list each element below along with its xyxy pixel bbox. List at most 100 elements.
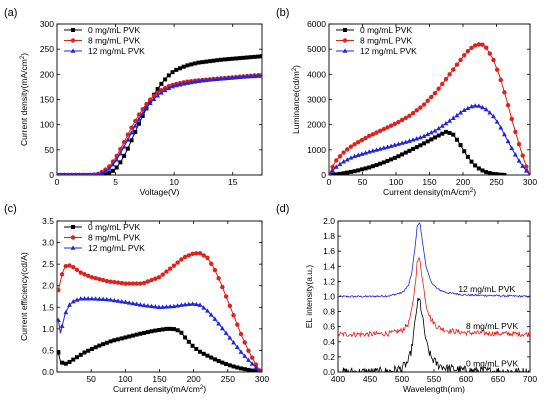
data-point bbox=[196, 78, 202, 84]
data-point bbox=[447, 130, 452, 135]
data-point bbox=[334, 158, 339, 163]
data-point bbox=[385, 125, 390, 130]
data-point bbox=[356, 139, 361, 145]
data-point bbox=[149, 303, 154, 309]
data-point bbox=[93, 296, 99, 301]
y-tick-label: 100 bbox=[40, 120, 54, 130]
data-point bbox=[359, 151, 365, 156]
legend-label: 12 mg/mL PVK bbox=[360, 46, 417, 56]
data-point bbox=[171, 263, 177, 268]
data-point bbox=[238, 331, 244, 337]
data-point bbox=[472, 43, 478, 48]
data-point bbox=[352, 142, 357, 147]
data-point bbox=[252, 73, 257, 79]
data-point bbox=[104, 296, 110, 302]
data-point bbox=[153, 276, 158, 281]
data-point bbox=[156, 304, 162, 310]
data-point bbox=[381, 145, 387, 150]
data-point bbox=[108, 279, 113, 284]
data-point bbox=[237, 74, 243, 80]
data-point bbox=[63, 263, 69, 269]
panel-label: (b) bbox=[276, 7, 289, 19]
x-tick-label: 0 bbox=[327, 177, 332, 187]
data-point bbox=[85, 172, 89, 175]
series-group bbox=[329, 42, 530, 175]
data-point bbox=[96, 171, 100, 175]
data-point bbox=[337, 171, 342, 175]
data-point bbox=[230, 56, 235, 61]
data-point bbox=[121, 139, 127, 145]
x-tick-label: 250 bbox=[489, 177, 503, 187]
y-axis-label: EL intensity(a.u.) bbox=[304, 265, 314, 329]
x-axis-label: Current density(mA/cm2) bbox=[113, 384, 206, 394]
data-point bbox=[337, 161, 343, 167]
series-line bbox=[57, 55, 262, 175]
series-annotation: 12 mg/mL PVK bbox=[458, 284, 515, 294]
data-point bbox=[389, 157, 394, 162]
data-point bbox=[491, 57, 496, 63]
data-point bbox=[480, 104, 485, 110]
data-point bbox=[498, 125, 504, 130]
data-point bbox=[142, 330, 147, 335]
data-point bbox=[133, 129, 138, 134]
data-point bbox=[355, 152, 361, 157]
data-point bbox=[203, 77, 209, 83]
y-tick-label: 0.0 bbox=[323, 367, 335, 377]
data-point bbox=[197, 302, 203, 307]
data-point bbox=[177, 82, 183, 87]
data-point bbox=[421, 102, 427, 107]
data-point bbox=[125, 137, 131, 142]
data-point bbox=[227, 335, 233, 340]
data-point bbox=[392, 155, 397, 160]
data-point bbox=[115, 280, 121, 285]
data-point bbox=[205, 353, 210, 358]
data-point bbox=[77, 172, 81, 175]
data-point bbox=[480, 42, 485, 47]
data-point bbox=[249, 361, 255, 366]
legend-marker bbox=[71, 28, 75, 32]
data-point bbox=[85, 273, 91, 279]
data-point bbox=[63, 309, 69, 315]
data-point bbox=[462, 53, 467, 58]
data-point bbox=[70, 298, 76, 304]
data-point bbox=[370, 148, 376, 153]
data-point bbox=[209, 355, 214, 360]
legend-label: 0 mg/mL PVK bbox=[360, 25, 412, 35]
y-tick-label: 5000 bbox=[307, 44, 326, 54]
data-point bbox=[250, 368, 255, 372]
legend-label: 8 mg/mL PVK bbox=[88, 36, 140, 46]
data-point bbox=[106, 166, 112, 171]
data-point bbox=[414, 145, 419, 150]
data-point bbox=[170, 70, 175, 75]
data-point bbox=[410, 110, 416, 116]
data-point bbox=[199, 78, 205, 83]
x-tick-label: 300 bbox=[523, 177, 537, 187]
data-point bbox=[71, 265, 76, 270]
data-point bbox=[104, 278, 110, 284]
data-point bbox=[212, 357, 217, 362]
data-point bbox=[223, 330, 229, 335]
data-point bbox=[125, 132, 131, 137]
data-point bbox=[494, 119, 500, 124]
y-tick-label: 300 bbox=[40, 19, 54, 29]
data-point bbox=[60, 360, 65, 365]
y-tick-label: 1.0 bbox=[42, 324, 54, 334]
data-point bbox=[454, 137, 459, 142]
data-point bbox=[378, 161, 383, 166]
data-point bbox=[245, 55, 250, 60]
data-point bbox=[248, 73, 254, 79]
data-point bbox=[502, 131, 507, 137]
data-point bbox=[89, 275, 95, 280]
data-point bbox=[111, 297, 117, 303]
data-point bbox=[114, 157, 120, 162]
data-point bbox=[122, 153, 127, 158]
data-point bbox=[190, 343, 195, 348]
data-point bbox=[175, 260, 180, 265]
data-point bbox=[396, 141, 401, 146]
x-tick-label: 100 bbox=[389, 177, 403, 187]
data-point bbox=[439, 123, 445, 128]
data-point bbox=[164, 269, 169, 274]
x-tick-label: 250 bbox=[221, 374, 235, 384]
y-tick-label: 2.5 bbox=[42, 259, 54, 269]
x-tick-label: 500 bbox=[395, 374, 409, 384]
